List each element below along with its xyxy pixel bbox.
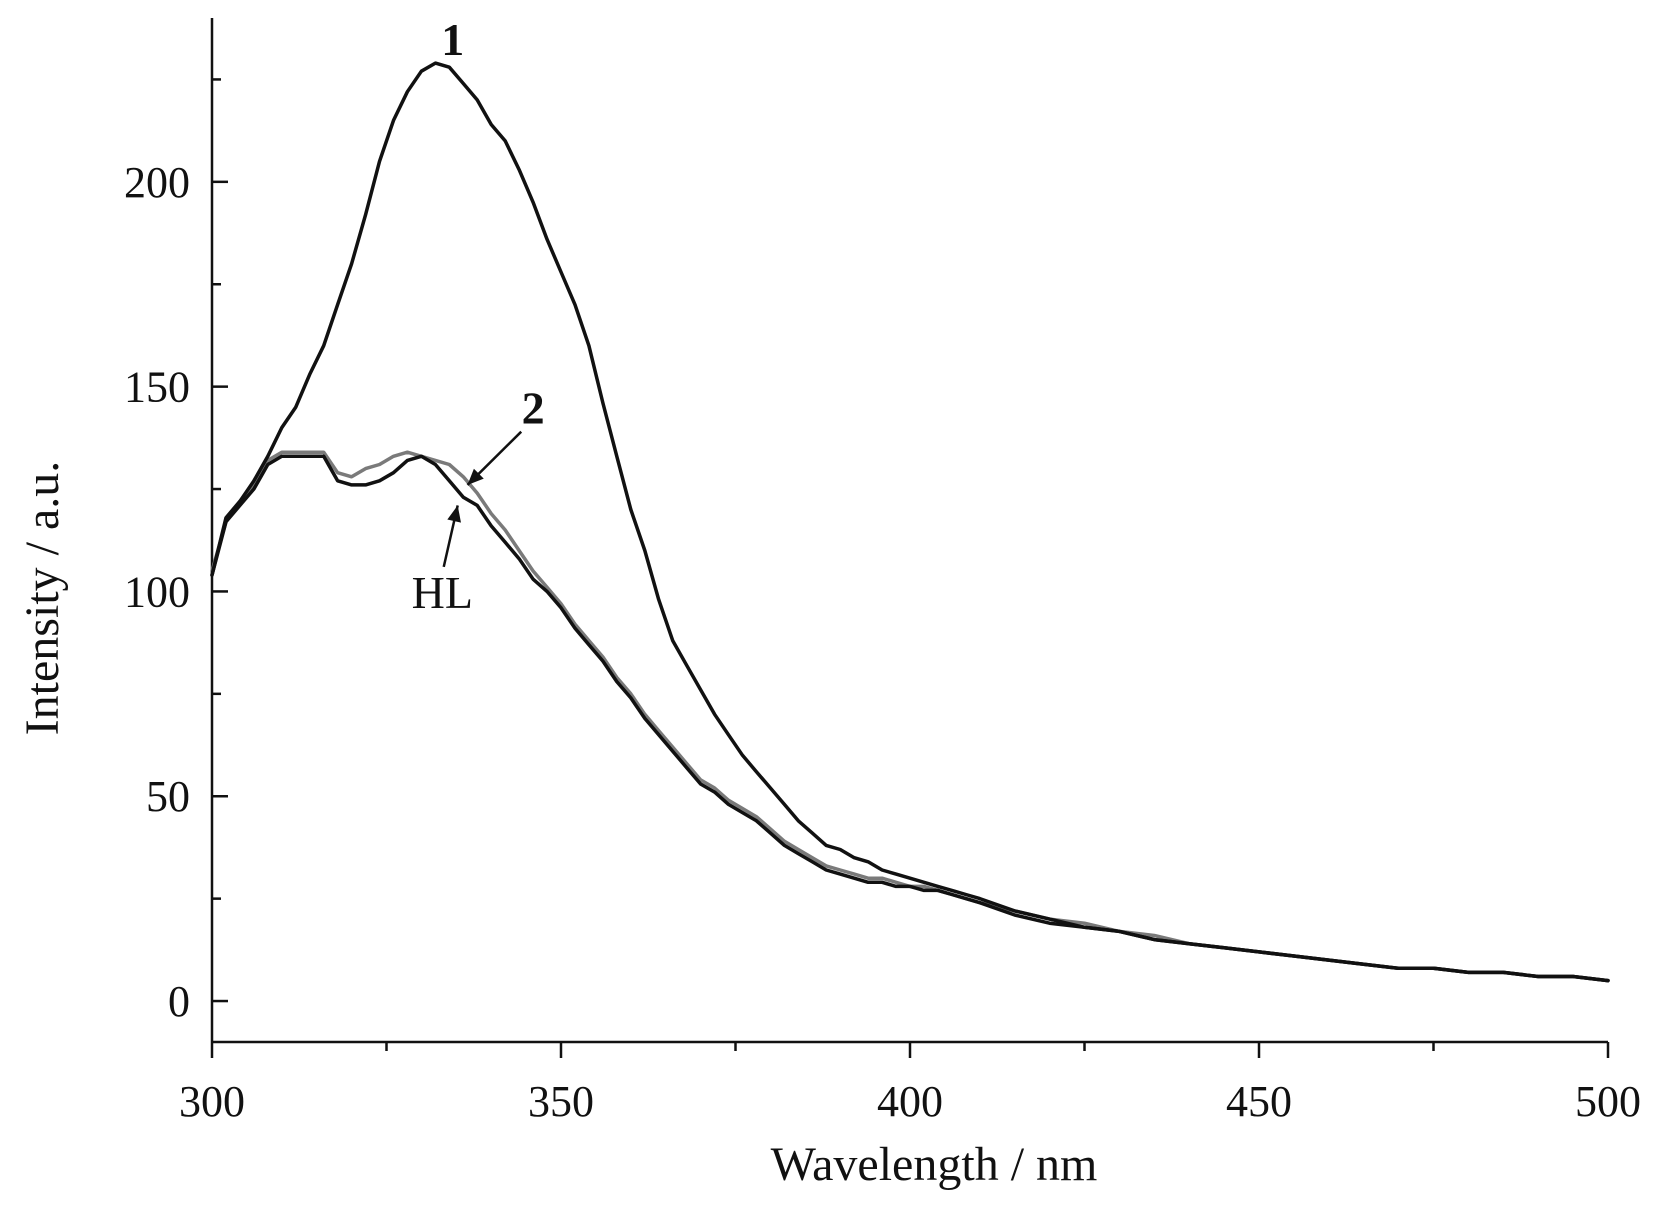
curve-annotations: 1 2 HL bbox=[412, 14, 545, 618]
y-axis-title: Intensity / a.u. bbox=[16, 461, 69, 736]
y-tick-label: 150 bbox=[124, 363, 190, 412]
x-axis-ticks: 300 350 400 450 500 bbox=[179, 1042, 1641, 1126]
x-tick-label: 450 bbox=[1226, 1077, 1292, 1126]
x-tick-label: 500 bbox=[1575, 1077, 1641, 1126]
curve-label-hl: HL bbox=[412, 567, 473, 618]
curve-label-2: 2 bbox=[522, 383, 545, 434]
y-tick-label: 0 bbox=[168, 977, 190, 1026]
y-tick-label: 200 bbox=[124, 158, 190, 207]
curve-label-1: 1 bbox=[441, 14, 464, 65]
x-tick-label: 300 bbox=[179, 1077, 245, 1126]
y-tick-label: 50 bbox=[146, 772, 190, 821]
x-axis-title: Wavelength / nm bbox=[771, 1138, 1098, 1191]
series-line-1 bbox=[210, 61, 1610, 983]
series-layer bbox=[210, 61, 1610, 983]
curve-label-2-arrowhead bbox=[467, 468, 484, 485]
curve-label-hl-arrowhead bbox=[447, 505, 461, 523]
y-tick-label: 100 bbox=[124, 567, 190, 616]
x-tick-label: 350 bbox=[528, 1077, 594, 1126]
x-tick-label: 400 bbox=[877, 1077, 943, 1126]
y-axis-ticks: 0 50 100 150 200 bbox=[124, 78, 228, 1026]
